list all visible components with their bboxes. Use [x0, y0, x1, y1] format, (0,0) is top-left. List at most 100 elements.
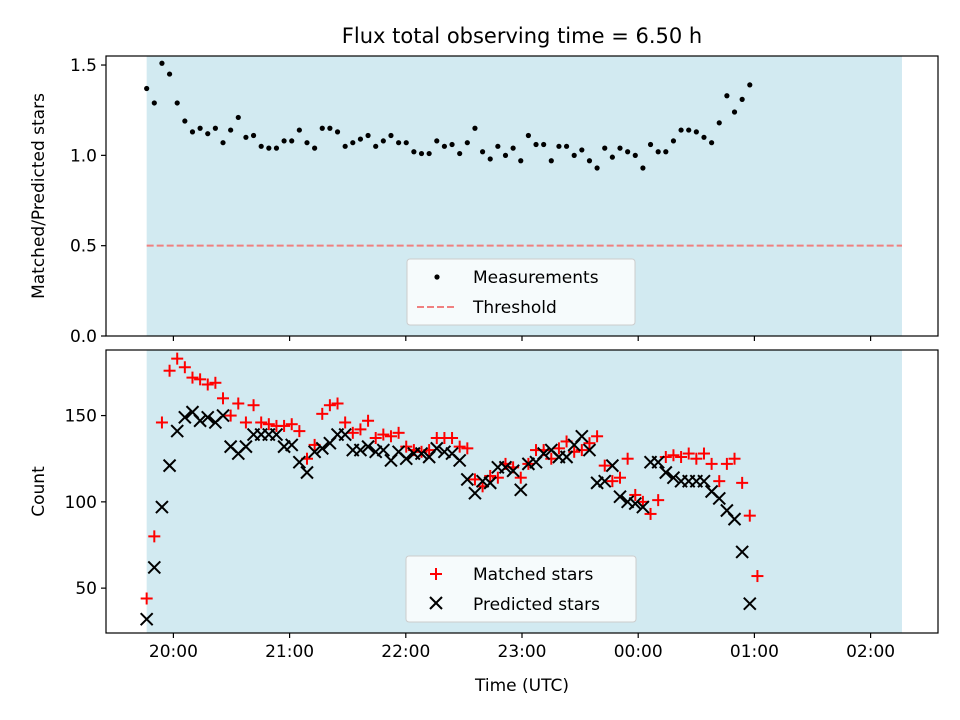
ratio-y-axis: 0.0 0.5 1.0 1.5: [70, 56, 106, 347]
matched-star-point: [377, 428, 390, 441]
matched-star-point: [621, 452, 634, 465]
y-tick-label: 0.5: [70, 237, 97, 257]
measurement-point: [289, 138, 295, 144]
predicted-star-point: [735, 545, 749, 559]
matched-star-point: [239, 416, 252, 429]
predicted-star-point: [613, 489, 627, 504]
matched-star-point: [491, 471, 504, 484]
predicted-star-point: [430, 441, 444, 456]
measurement-point: [647, 141, 654, 148]
measurement-point: [159, 60, 165, 66]
predicted-star-point: [414, 446, 429, 461]
predicted-star-point: [559, 450, 574, 464]
y-tick-label: 1.0: [70, 146, 97, 166]
measurement-point: [365, 132, 371, 139]
matched-star-point: [262, 418, 275, 431]
predicted-stars-layer: [139, 405, 757, 626]
x-tick-label: 02:00: [846, 642, 895, 662]
x-tick-label: 01:00: [730, 642, 779, 662]
matched-star-point: [667, 449, 680, 462]
measurement-point: [350, 140, 356, 146]
measurement-point: [640, 165, 646, 171]
measurement-point: [663, 149, 669, 155]
measurement-point: [655, 149, 661, 155]
measurement-point: [518, 158, 524, 164]
matched-star-point: [598, 459, 611, 472]
matched-star-point: [346, 426, 359, 439]
matched-star-point: [705, 457, 718, 470]
measurement-point: [693, 129, 699, 135]
chart-title: Flux total observing time = 6.50 h: [342, 24, 702, 48]
measurement-point: [380, 138, 386, 144]
measurement-point: [602, 145, 608, 151]
measurements-legend-marker: [434, 274, 440, 280]
matched-star-point: [614, 471, 627, 484]
predicted-star-point: [216, 408, 230, 423]
y-tick-label: 1.5: [70, 56, 97, 76]
matched-star-point: [751, 570, 764, 583]
matched-star-point: [209, 376, 222, 389]
predicted-star-point: [162, 458, 177, 473]
measurement-point: [441, 143, 448, 149]
predicted-star-point: [659, 465, 673, 480]
predicted-star-point: [399, 452, 413, 466]
matched-star-point: [552, 442, 565, 455]
matched-star-point: [720, 457, 733, 470]
measurement-point: [701, 134, 707, 140]
x-tick-label: 22:00: [381, 642, 430, 662]
ratio-legend: Measurements Threshold: [406, 258, 636, 326]
measurements-layer: [144, 60, 753, 171]
ratio-legend-box: [406, 258, 636, 326]
measurement-point: [548, 158, 554, 164]
matched-star-point: [591, 430, 604, 443]
matched-star-point: [484, 469, 497, 482]
matched-star-point: [652, 494, 665, 507]
measurement-point: [457, 150, 463, 157]
measurement-point: [686, 127, 692, 133]
y-tick-label: 50: [75, 579, 97, 599]
predicted-star-point: [353, 443, 368, 457]
measurement-point: [709, 140, 715, 146]
time-x-axis: 20:00 21:00 22:00 23:00 00:00 01:00 02:00: [149, 633, 895, 662]
measurement-point: [166, 71, 173, 77]
measurement-point: [250, 132, 257, 139]
measurement-point: [739, 96, 745, 102]
measurement-point: [464, 140, 470, 146]
measurement-point: [556, 143, 562, 149]
measurement-point: [334, 129, 341, 135]
measurement-point: [266, 145, 272, 151]
measurement-point: [495, 143, 501, 149]
predicted-star-point: [170, 424, 184, 438]
measurement-point: [747, 82, 753, 88]
predicted-star-point: [239, 439, 253, 454]
matched-star-point: [384, 430, 397, 443]
measurement-point: [625, 149, 631, 155]
predicted-star-point: [269, 427, 284, 442]
matched-star-point: [392, 426, 405, 439]
matched-star-point: [178, 361, 191, 374]
y-tick-label: 100: [65, 493, 97, 513]
matched-star-point: [659, 450, 672, 463]
measurement-point: [586, 158, 593, 164]
predicted-star-point: [514, 483, 528, 497]
legend-threshold: Threshold: [472, 298, 557, 318]
measurement-point: [296, 127, 302, 133]
measurement-point: [609, 154, 615, 160]
measurement-point: [617, 145, 623, 151]
measurement-point: [724, 93, 730, 99]
measurement-point: [327, 125, 333, 131]
matched-star-point: [690, 452, 703, 465]
measurement-point: [479, 149, 486, 155]
y-tick-label: 0.0: [70, 327, 97, 347]
matched-star-point: [400, 440, 413, 453]
predicted-star-point: [315, 441, 329, 456]
matched-star-point: [140, 592, 153, 605]
ratio-x-ticks: [172, 336, 872, 341]
predicted-star-point: [376, 443, 391, 457]
matched-star-point: [201, 378, 214, 391]
measurement-point: [563, 143, 570, 149]
predicted-star-point: [536, 446, 551, 461]
matched-legend-marker: [430, 568, 442, 580]
matched-star-point: [682, 447, 695, 460]
measurement-point: [281, 138, 287, 144]
